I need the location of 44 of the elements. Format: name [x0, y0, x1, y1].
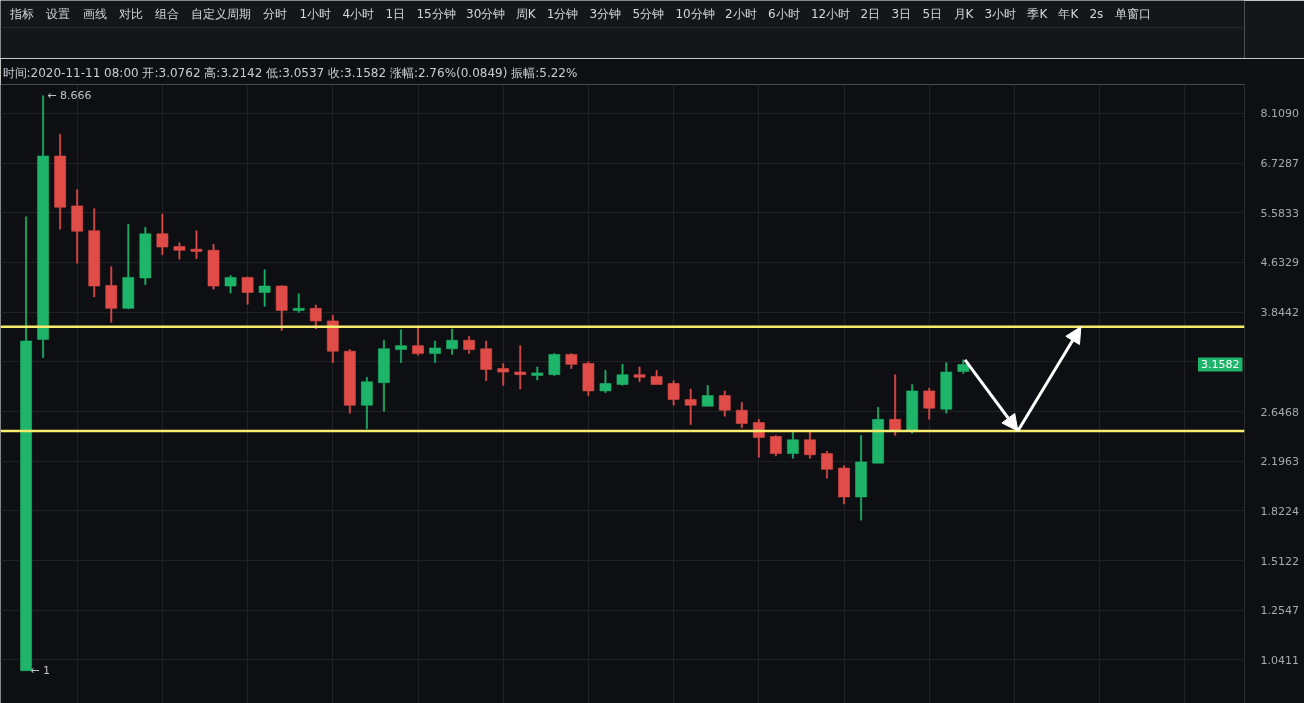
y-tick-label: 6.7287 — [1260, 157, 1299, 171]
text: 单窗口 — [1115, 6, 1152, 21]
text: 10分钟 — [675, 6, 715, 21]
text: 3小时 — [984, 6, 1017, 21]
text: 5分钟 — [632, 6, 665, 21]
text: 5日 — [922, 6, 943, 21]
y-tick-label: 1.2547 — [1260, 604, 1299, 618]
text: 季K — [1027, 6, 1049, 21]
annotation: ← 1 — [30, 664, 51, 678]
y-tick-label: 1.8224 — [1260, 504, 1299, 518]
text: 周K — [515, 6, 537, 21]
text: 2s — [1089, 6, 1104, 21]
text: 月K — [953, 6, 975, 21]
text: 3分钟 — [589, 6, 622, 21]
text: 指标 — [9, 6, 35, 21]
y-tick-label: 5.5833 — [1260, 206, 1299, 220]
y-tick-label: 2.1963 — [1260, 455, 1299, 469]
text: 画线 — [82, 6, 107, 21]
text: 年K — [1058, 6, 1080, 21]
y-tick-label: 1.0411 — [1260, 653, 1299, 667]
text: 2日 — [860, 6, 881, 21]
annotation: 3.1582 — [1201, 358, 1240, 372]
text: 6小时 — [767, 6, 800, 21]
y-tick-label: 4.6329 — [1260, 256, 1299, 270]
text: 3日 — [891, 6, 912, 21]
annotation: ← 8.666 — [47, 89, 92, 103]
y-tick-label: 3.8442 — [1260, 306, 1299, 320]
text: 设置 — [46, 6, 71, 21]
text: 分时 — [263, 6, 288, 21]
text: 2小时 — [725, 6, 757, 21]
text: 4小时 — [342, 6, 375, 21]
text: 1分钟 — [546, 6, 579, 21]
text: 12小时 — [810, 6, 851, 21]
text: 30分钟 — [466, 6, 506, 21]
text: 1小时 — [299, 6, 332, 21]
y-tick-label: 8.1090 — [1260, 107, 1299, 121]
y-tick-label: 1.5122 — [1260, 554, 1299, 568]
text: 15分钟 — [416, 6, 456, 21]
chart-title: 时间:2020-11-11 08:00 开:3.0762 高:3.2142 低:3.0537 收:3.1582 涨幅:2.76%(0.0849) 振幅:5.22% — [2, 65, 578, 80]
text: 对比 — [118, 6, 143, 21]
text: 组合 — [155, 6, 180, 21]
y-tick-label: 2.6468 — [1260, 405, 1299, 419]
text: 1日 — [385, 6, 406, 21]
text: 自定义周期 — [191, 6, 252, 21]
